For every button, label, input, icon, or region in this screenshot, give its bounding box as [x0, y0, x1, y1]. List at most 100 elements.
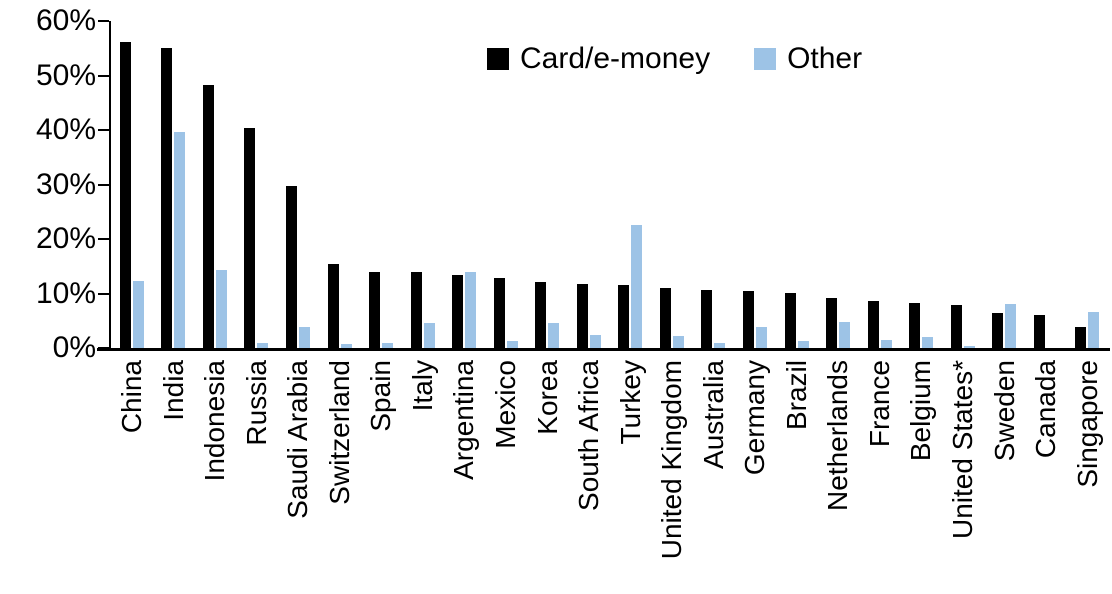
x-axis-category-label: Singapore — [1071, 360, 1103, 488]
x-label-cell: Netherlands — [817, 360, 859, 592]
bar-other — [340, 344, 352, 348]
bar-card-e-money — [369, 272, 381, 348]
x-axis-category-label: United Kingdom — [656, 360, 688, 560]
bar-other — [257, 343, 269, 348]
bar-card-e-money — [950, 305, 962, 348]
x-label-cell: Saudi Arabia — [277, 360, 319, 592]
x-label-cell: Indonesia — [194, 360, 236, 592]
bar-other — [631, 225, 643, 348]
bar-other — [755, 327, 767, 348]
x-axis-category-label: Argentina — [448, 360, 480, 480]
bar-group — [277, 21, 319, 348]
bar-group — [360, 21, 402, 348]
x-label-cell: Turkey — [610, 360, 652, 592]
bar-group — [859, 21, 901, 348]
y-axis-tick-mark — [98, 129, 109, 131]
y-axis-line — [109, 21, 111, 350]
y-axis-tick-mark — [98, 347, 109, 349]
legend-label-other: Other — [787, 42, 863, 75]
bar-other — [589, 335, 601, 348]
x-axis-category-label: Mexico — [490, 360, 521, 449]
x-label-cell: Belgium — [900, 360, 942, 592]
x-axis-category-label: Turkey — [614, 360, 646, 445]
bar-other — [174, 132, 186, 348]
x-label-cell: Russia — [236, 360, 278, 592]
bar-other — [423, 323, 435, 348]
legend: Card/e-money Other — [487, 42, 862, 76]
x-label-cell: Italy — [402, 360, 444, 592]
x-label-cell: Argentina — [443, 360, 485, 592]
bar-card-e-money — [618, 285, 630, 348]
bar-group — [651, 21, 693, 348]
bar-group — [942, 21, 984, 348]
bar-card-e-money — [659, 288, 671, 348]
x-axis-category-label: Germany — [739, 360, 771, 476]
x-label-cell: Korea — [526, 360, 568, 592]
legend-swatch-other-icon — [754, 48, 777, 70]
y-axis-tick-label: 30% — [35, 167, 96, 201]
x-label-cell: Germany — [734, 360, 776, 592]
x-axis-category-label: Netherlands — [822, 360, 854, 511]
x-axis-category-label: Belgium — [905, 360, 937, 462]
bar-other — [215, 270, 227, 348]
bar-group — [693, 21, 735, 348]
bar-other — [839, 322, 851, 348]
x-label-cell: Spain — [360, 360, 402, 592]
legend-label-card-e-money: Card/e-money — [520, 42, 711, 75]
y-axis-tick-label: 60% — [35, 4, 96, 37]
x-axis-category-label: Switzerland — [323, 360, 355, 505]
bar-card-e-money — [992, 313, 1004, 348]
bar-card-e-money — [410, 272, 422, 348]
y-axis-tick-label: 20% — [35, 222, 96, 255]
bar-group — [443, 21, 485, 348]
bar-group — [153, 21, 195, 348]
bar-group — [900, 21, 942, 348]
bar-group — [526, 21, 568, 348]
x-axis-category-label: Australia — [697, 360, 729, 469]
bar-card-e-money — [1033, 315, 1045, 348]
x-label-cell: Brazil — [776, 360, 818, 592]
legend-item-other: Other — [754, 42, 862, 76]
bar-other — [132, 281, 144, 348]
legend-swatch-card-e-money-icon — [487, 48, 509, 70]
bar-card-e-money — [452, 275, 464, 348]
x-label-cell: Canada — [1025, 360, 1067, 592]
bar-card-e-money — [826, 298, 838, 348]
bar-group — [1025, 21, 1067, 348]
bar-group — [817, 21, 859, 348]
x-axis-category-labels: China India Indonesia Russia Saudi Arabia Swi… — [111, 360, 1108, 592]
bar-group — [319, 21, 361, 348]
x-axis-category-label: France — [863, 360, 895, 448]
legend-item-card-e-money: Card/e-money — [487, 42, 710, 76]
x-label-cell: United States* — [942, 360, 984, 592]
bar-card-e-money — [701, 290, 713, 348]
bar-card-e-money — [493, 278, 505, 348]
x-axis-category-label: Canada — [1030, 360, 1062, 459]
x-label-cell: Sweden — [983, 360, 1025, 592]
x-axis-category-label: Brazil — [780, 360, 812, 431]
y-axis-tick-label: 10% — [35, 276, 96, 310]
x-label-cell: Australia — [693, 360, 735, 592]
bar-group — [194, 21, 236, 348]
x-label-cell: Switzerland — [319, 360, 361, 592]
y-axis-tick-label: 0% — [52, 331, 96, 364]
x-label-cell: Mexico — [485, 360, 527, 592]
bar-card-e-money — [576, 284, 588, 348]
bar-card-e-money — [784, 293, 796, 348]
bar-card-e-money — [867, 301, 879, 348]
bar-group — [1067, 21, 1109, 348]
bar-other — [922, 337, 934, 348]
x-label-cell: China — [111, 360, 153, 592]
x-axis-category-label: Sweden — [988, 360, 1020, 462]
bar-other — [714, 343, 726, 348]
bar-card-e-money — [161, 48, 173, 348]
x-axis-category-label: Korea — [531, 360, 563, 435]
bar-other — [298, 327, 310, 348]
bar-other — [797, 341, 809, 348]
bar-other — [963, 346, 975, 348]
y-axis-tick-mark — [98, 238, 109, 240]
bar-card-e-money — [119, 42, 131, 348]
bar-group — [236, 21, 278, 348]
y-axis-tick-label: 50% — [35, 58, 96, 92]
bar-group — [776, 21, 818, 348]
